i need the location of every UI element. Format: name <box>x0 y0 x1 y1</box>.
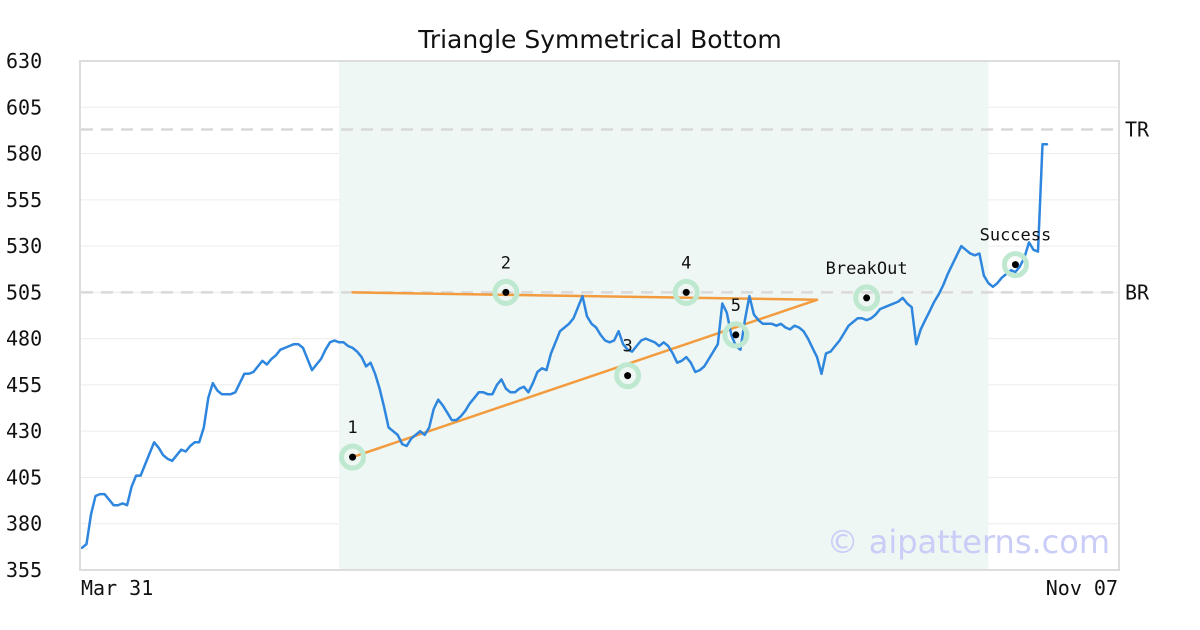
point-marker <box>863 294 871 302</box>
point-halo <box>853 284 881 312</box>
reference-lines: TR BR <box>81 117 1150 304</box>
reference-label: BR <box>1125 280 1150 304</box>
point-label: 1 <box>347 418 357 438</box>
point-halo <box>339 443 367 471</box>
y-tick-label: 630 <box>6 49 42 73</box>
x-tick-label: Nov 07 <box>1046 576 1118 600</box>
point-label: 4 <box>681 253 691 273</box>
point-marker <box>682 288 690 296</box>
point-label: 2 <box>501 253 511 273</box>
y-tick-label: 530 <box>6 234 42 258</box>
price-series <box>80 143 1049 550</box>
point-marker <box>349 453 357 461</box>
point-label: BreakOut <box>826 259 908 279</box>
price-line <box>80 143 1049 550</box>
watermark: © aipatterns.com <box>827 523 1110 561</box>
pattern-points: 1 2 3 4 5 BreakOut Success <box>339 226 1052 471</box>
point-halo <box>672 278 700 306</box>
y-tick-label: 555 <box>6 188 42 212</box>
pattern-region <box>339 61 989 570</box>
y-tick-label: 505 <box>6 280 42 304</box>
point-label: 3 <box>623 337 633 357</box>
point-label: Success <box>980 226 1052 246</box>
y-tick-label: 430 <box>6 419 42 443</box>
x-tick-label: Mar 31 <box>81 576 153 600</box>
chart-title: Triangle Symmetrical Bottom <box>417 25 782 54</box>
point-marker <box>1011 261 1019 269</box>
y-tick-label: 405 <box>6 465 42 489</box>
y-tick-label: 605 <box>6 95 42 119</box>
y-tick-label: 355 <box>6 558 42 582</box>
point-label: 5 <box>731 296 741 316</box>
y-tick-label: 380 <box>6 512 42 536</box>
point-marker <box>502 288 510 296</box>
point-halo <box>722 321 750 349</box>
y-tick-label: 480 <box>6 327 42 351</box>
y-tick-label: 580 <box>6 142 42 166</box>
y-tick-label: 455 <box>6 373 42 397</box>
point-halo <box>614 362 642 390</box>
plot-frame <box>79 60 1120 571</box>
trend-line <box>351 291 819 302</box>
point-marker <box>732 331 740 339</box>
x-axis: Mar 31 Nov 07 <box>81 576 1118 600</box>
point-halo <box>492 278 520 306</box>
point-marker <box>624 372 632 380</box>
reference-label: TR <box>1125 117 1150 141</box>
y-axis: 630 605 580 555 530 505 480 455 430 405 380 355 <box>6 49 42 582</box>
point-halo <box>1001 251 1029 279</box>
